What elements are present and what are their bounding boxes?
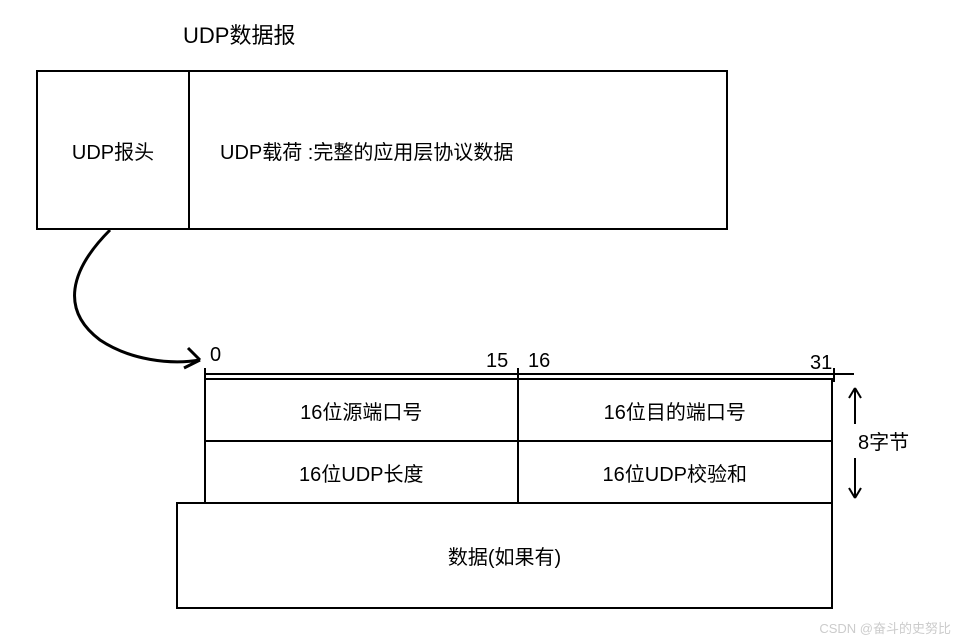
src-port-cell: 16位源端口号 — [206, 380, 519, 440]
udp-header-table: 16位源端口号 16位目的端口号 16位UDP长度 16位UDP校验和 — [204, 378, 833, 504]
udp-payload-cell: UDP载荷 :完整的应用层协议数据 — [190, 72, 726, 228]
header-row-2: 16位UDP长度 16位UDP校验和 — [206, 442, 831, 504]
scale-label-16: 16 — [528, 350, 550, 373]
udp-header-cell: UDP报头 — [38, 72, 190, 228]
udp-datagram-box: UDP报头 UDP载荷 :完整的应用层协议数据 — [36, 70, 728, 230]
watermark: CSDN @奋斗的史努比 — [819, 618, 951, 637]
scale-line — [204, 373, 854, 375]
byte-size-label: 8字节 — [858, 426, 909, 455]
scale-label-0: 0 — [210, 344, 221, 367]
dst-port-cell: 16位目的端口号 — [519, 380, 832, 440]
length-cell: 16位UDP长度 — [206, 442, 519, 502]
data-section: 数据(如果有) — [176, 502, 833, 609]
tick-31 — [833, 368, 835, 382]
checksum-cell: 16位UDP校验和 — [519, 442, 832, 502]
scale-label-15: 15 — [486, 350, 508, 373]
scale-label-31: 31 — [810, 352, 832, 375]
diagram-title: UDP数据报 — [183, 18, 295, 50]
header-row-1: 16位源端口号 16位目的端口号 — [206, 380, 831, 442]
